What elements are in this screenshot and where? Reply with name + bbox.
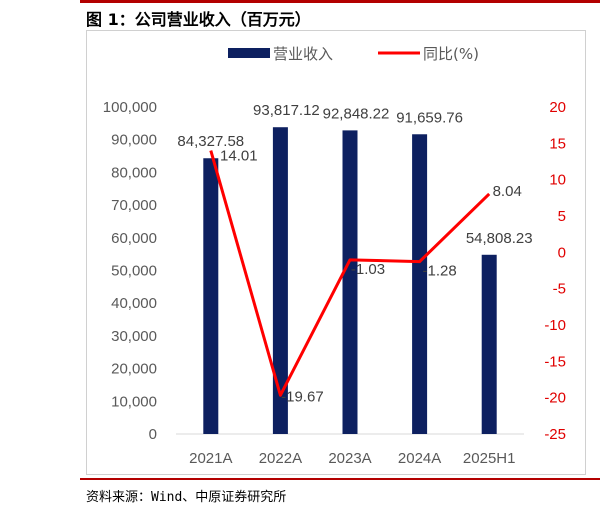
legend-line-label: 同比(%) — [423, 45, 479, 63]
x-tick-label: 2025H1 — [463, 450, 516, 467]
right-tick-label: -25 — [544, 426, 566, 443]
left-tick-label: 70,000 — [111, 197, 157, 214]
bar-data-label: 91,659.76 — [396, 109, 463, 126]
right-tick-label: -5 — [553, 281, 566, 298]
right-tick-label: 20 — [549, 99, 566, 116]
line-data-labels: 14.01 -19.67 -1.03 -1.28 8.04 — [220, 148, 522, 406]
bar — [203, 158, 219, 434]
left-tick-label: 10,000 — [111, 393, 157, 410]
bar-data-label: 93,817.12 — [253, 102, 320, 119]
bars — [203, 127, 497, 434]
bar-data-labels: 84,327.58 93,817.12 92,848.22 91,659.76 54,8… — [177, 102, 532, 247]
left-axis-ticks: 0 10,000 20,000 30,000 40,000 50,000 60,000 70,… — [103, 99, 157, 443]
bar — [272, 127, 288, 434]
left-tick-label: 100,000 — [103, 99, 157, 116]
right-tick-label: -20 — [544, 390, 566, 407]
x-tick-label: 2024A — [398, 450, 441, 467]
bar-data-label: 84,327.58 — [177, 133, 244, 150]
left-tick-label: 30,000 — [111, 328, 157, 345]
left-tick-label: 90,000 — [111, 132, 157, 149]
top-rule — [80, 0, 600, 3]
bar — [481, 254, 497, 434]
x-tick-label: 2022A — [259, 450, 302, 467]
right-tick-label: 0 — [558, 244, 566, 261]
left-tick-label: 60,000 — [111, 230, 157, 247]
legend-bar-swatch — [228, 48, 270, 58]
left-tick-label: 0 — [149, 426, 157, 443]
left-tick-label: 40,000 — [111, 295, 157, 312]
bar — [412, 134, 428, 434]
left-tick-label: 80,000 — [111, 164, 157, 181]
bottom-rule — [80, 478, 600, 480]
bar-data-label: 54,808.23 — [466, 230, 533, 247]
x-tick-label: 2023A — [328, 450, 371, 467]
right-tick-label: 10 — [549, 172, 566, 189]
bar-data-label: 92,848.22 — [323, 105, 390, 122]
source-note: 资料来源：Wind、中原证券研究所 — [86, 490, 287, 505]
x-axis-ticks: 2021A 2022A 2023A 2024A 2025H1 — [189, 450, 515, 467]
line-data-label: -19.67 — [281, 388, 324, 405]
right-tick-label: 5 — [558, 208, 566, 225]
right-axis-ticks: -25 -20 -15 -10 -5 0 5 10 15 20 — [544, 99, 566, 443]
right-tick-label: -15 — [544, 353, 566, 370]
x-tick-label: 2021A — [189, 450, 232, 467]
yoy-line — [209, 150, 491, 397]
line-data-label: -1.28 — [422, 263, 456, 280]
right-tick-label: -10 — [544, 317, 566, 334]
right-tick-label: 15 — [549, 135, 566, 152]
line-data-label: 14.01 — [220, 148, 258, 165]
left-tick-label: 20,000 — [111, 361, 157, 378]
bar — [342, 130, 358, 434]
line-data-label: 8.04 — [493, 183, 522, 200]
figure-title: 图 1：公司营业收入（百万元） — [86, 10, 311, 29]
legend-bar-label: 营业收入 — [273, 45, 333, 63]
line-data-label: -1.03 — [351, 261, 385, 278]
chart-frame — [86, 30, 586, 475]
legend: 营业收入 同比(%) — [228, 45, 479, 63]
left-tick-label: 50,000 — [111, 263, 157, 280]
